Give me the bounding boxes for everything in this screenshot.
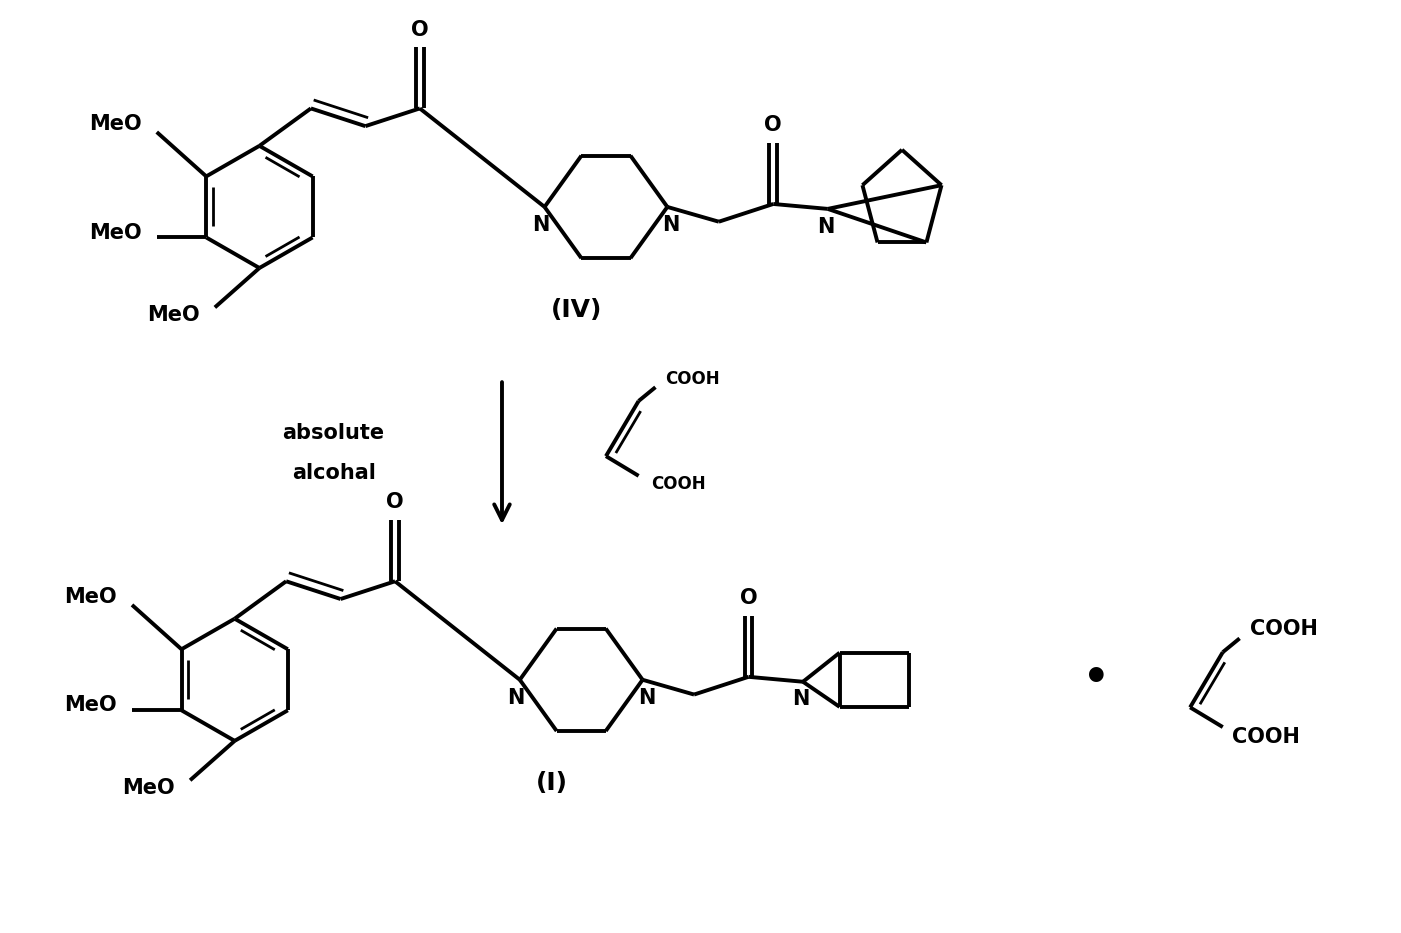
- Text: O: O: [740, 588, 758, 608]
- Text: •: •: [1083, 657, 1110, 699]
- Text: O: O: [410, 20, 429, 39]
- Text: N: N: [507, 688, 524, 707]
- Text: N: N: [532, 215, 549, 235]
- Text: O: O: [387, 493, 403, 512]
- Text: COOH: COOH: [1250, 619, 1318, 638]
- Text: COOH: COOH: [651, 475, 706, 493]
- Text: absolute: absolute: [283, 424, 385, 443]
- Text: O: O: [765, 115, 782, 135]
- Text: MeO: MeO: [64, 695, 116, 716]
- Text: COOH: COOH: [1233, 727, 1300, 747]
- Text: MeO: MeO: [88, 114, 142, 134]
- Text: MeO: MeO: [147, 305, 199, 326]
- Text: (I): (I): [535, 772, 567, 795]
- Text: N: N: [817, 216, 835, 237]
- Text: N: N: [637, 688, 656, 707]
- Text: alcohal: alcohal: [291, 463, 375, 483]
- Text: MeO: MeO: [88, 223, 142, 243]
- Text: N: N: [663, 215, 679, 235]
- Text: MeO: MeO: [64, 587, 116, 607]
- Text: (IV): (IV): [551, 299, 602, 323]
- Text: MeO: MeO: [122, 778, 175, 798]
- Text: COOH: COOH: [664, 370, 719, 388]
- Text: N: N: [793, 689, 810, 709]
